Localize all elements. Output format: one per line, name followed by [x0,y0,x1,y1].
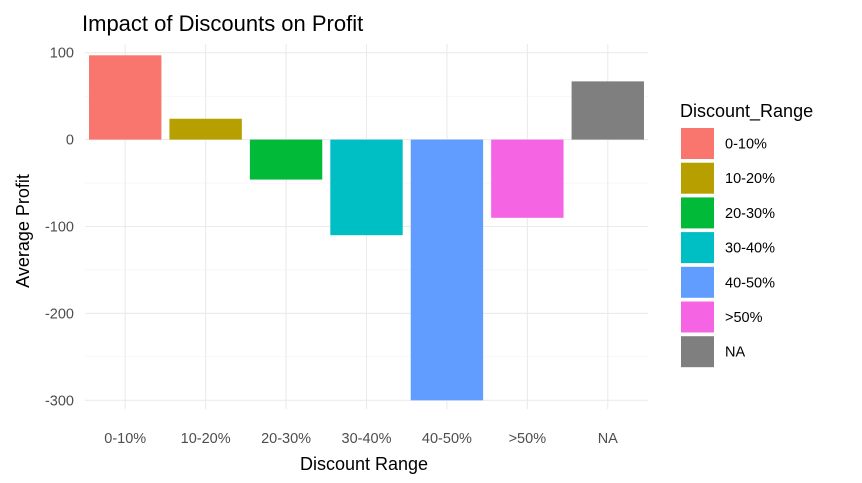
legend-key-40-50% [681,266,714,298]
legend-label: 40-50% [725,275,775,291]
y-axis-ticks: 100 0 -100 -200 -300 [45,46,74,410]
x-tick-label: 30-40% [342,431,392,447]
legend-key-20-30% [681,197,714,229]
x-tick-label: 10-20% [181,431,231,447]
x-tick-label: 40-50% [422,431,472,447]
x-axis-ticks: 0-10% 10-20% 20-30% 30-40% 40-50% >50% NA [104,431,618,447]
bars [89,55,644,401]
legend-key-0-10% [681,128,714,159]
x-tick-label: 0-10% [104,431,146,447]
legend-key-10-20% [681,162,714,194]
y-tick-label: -100 [45,220,74,236]
legend-label: 20-30% [725,206,775,222]
bar-0-10% [89,55,162,140]
bar-30-40% [330,139,403,236]
legend-key->50% [681,301,714,333]
y-axis-title: Average Profit [13,174,33,288]
x-axis-title: Discount Range [300,454,428,474]
bar->50% [491,139,564,218]
x-tick-label: NA [598,431,618,447]
bar-10-20% [169,118,242,140]
legend: Discount_Range 0-10% 10-20% 20-30% 30-40% 40… [680,101,813,368]
bar-20-30% [249,139,323,180]
y-tick-label: 0 [66,133,74,149]
y-tick-label: -300 [45,393,74,409]
legend-label: 10-20% [725,171,775,187]
bar-NA [571,81,644,140]
x-tick-label: 20-30% [261,431,311,447]
legend-label: >50% [725,310,763,326]
legend-label: 30-40% [725,241,775,257]
legend-key-NA [681,336,714,368]
x-tick-label: >50% [509,431,547,447]
chart-title: Impact of Discounts on Profit [82,11,363,36]
legend-label: 0-10% [725,137,767,153]
legend-label: NA [725,345,745,361]
y-tick-label: -200 [45,306,74,322]
y-tick-label: 100 [50,46,74,62]
legend-key-30-40% [681,232,714,264]
legend-title: Discount_Range [680,101,813,122]
bar-40-50% [410,139,484,401]
